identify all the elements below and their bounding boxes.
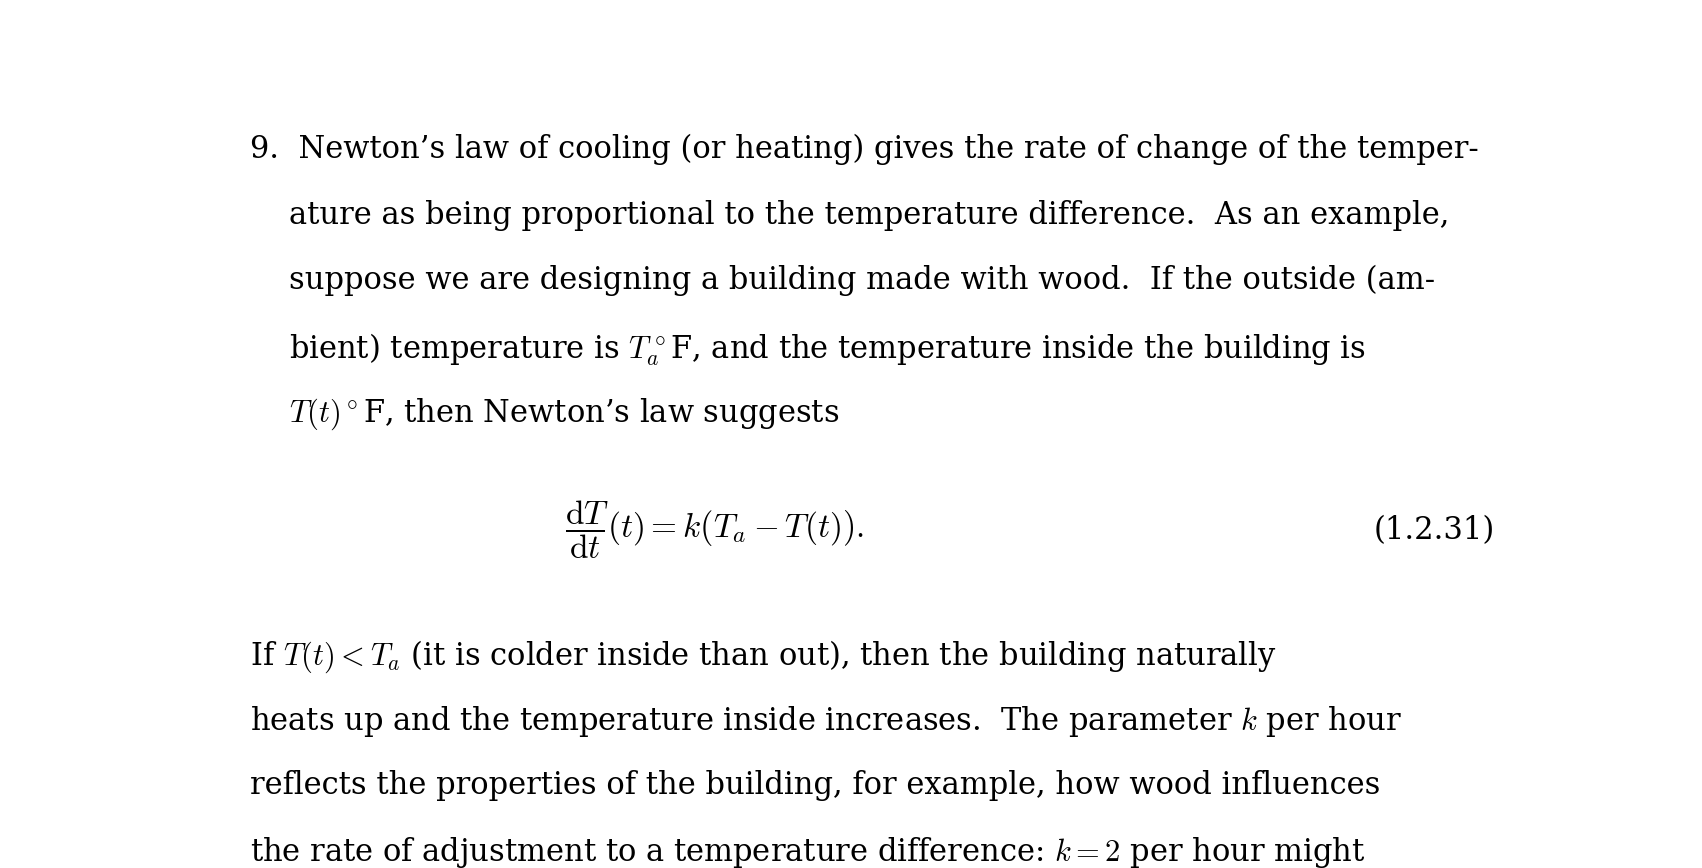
Text: bient) temperature is $T_a^\circ$F, and the temperature inside the building is: bient) temperature is $T_a^\circ$F, and … [289,331,1367,367]
Text: reflects the properties of the building, for example, how wood influences: reflects the properties of the building,… [250,770,1380,801]
Text: suppose we are designing a building made with wood.  If the outside (am-: suppose we are designing a building made… [289,266,1435,297]
Text: ature as being proportional to the temperature difference.  As an example,: ature as being proportional to the tempe… [289,200,1450,231]
Text: heats up and the temperature inside increases.  The parameter $k$ per hour: heats up and the temperature inside incr… [250,704,1402,740]
Text: (1.2.31): (1.2.31) [1374,516,1494,546]
Text: 9.  Newton’s law of cooling (or heating) gives the rate of change of the temper-: 9. Newton’s law of cooling (or heating) … [250,135,1479,166]
Text: If $T(t) < T_a$ (it is colder inside than out), then the building naturally: If $T(t) < T_a$ (it is colder inside tha… [250,639,1276,675]
Text: $T(t)^\circ$F, then Newton’s law suggests: $T(t)^\circ$F, then Newton’s law suggest… [289,396,839,431]
Text: the rate of adjustment to a temperature difference: $k = 2$ per hour might: the rate of adjustment to a temperature … [250,835,1365,868]
Text: $\dfrac{\mathrm{d}T}{\mathrm{d}t}(t) = k\left(T_a - T(t)\right).$: $\dfrac{\mathrm{d}T}{\mathrm{d}t}(t) = k… [565,498,863,561]
